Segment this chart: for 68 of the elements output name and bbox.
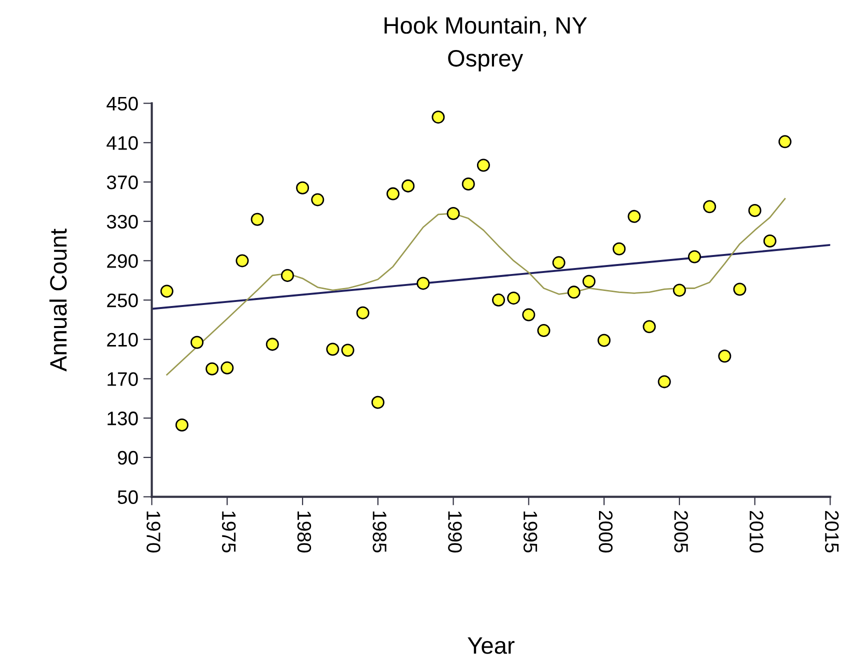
y-tick-label: 90 [118, 450, 138, 465]
point [160, 284, 174, 298]
y-tick-label: 410 [106, 136, 138, 150]
point [658, 375, 671, 388]
point [371, 396, 384, 409]
x-tick-label: 2005 [674, 510, 688, 552]
point [280, 268, 294, 282]
x-tick-label: 2000 [598, 510, 613, 552]
point [748, 204, 762, 218]
point [175, 418, 188, 432]
y-tick-label: 50 [118, 490, 138, 504]
point [628, 210, 641, 223]
point [522, 308, 536, 322]
point [266, 338, 279, 351]
point [718, 350, 732, 363]
x-tick-label: 1975 [222, 511, 236, 552]
point [206, 362, 219, 376]
x-tick-label: 2010 [750, 510, 764, 552]
point [672, 284, 686, 297]
x-tick-label: 1985 [372, 511, 386, 552]
y-tick-label: 250 [107, 294, 138, 308]
point [642, 320, 656, 334]
point [446, 206, 460, 220]
point [190, 336, 204, 349]
line-series [166, 198, 786, 376]
x-tick-label: 2015 [824, 510, 839, 552]
point [537, 324, 550, 338]
point [341, 344, 354, 357]
point [416, 276, 430, 290]
point [507, 292, 520, 305]
point [688, 250, 702, 264]
y-tick-label: 210 [107, 332, 138, 347]
y-tick-label: 130 [108, 412, 138, 426]
y-tick-label: 450 [106, 96, 138, 111]
y-tick-label: 330 [106, 214, 138, 229]
point [612, 242, 626, 256]
chart-title: Hook Mountain, NY [384, 16, 587, 37]
chart-subtitle: Osprey [448, 50, 524, 72]
point [250, 212, 264, 226]
point [402, 179, 415, 192]
point [220, 361, 234, 374]
y-tick-label: 290 [107, 254, 138, 268]
point [492, 294, 506, 307]
point [598, 334, 611, 347]
point [476, 158, 490, 172]
point [462, 177, 475, 190]
point [552, 256, 566, 270]
point [356, 306, 370, 320]
x-tick-label: 1980 [297, 511, 312, 552]
x-tick-label: 1970 [146, 511, 160, 552]
point [236, 254, 249, 268]
point [703, 200, 716, 214]
point [733, 282, 746, 296]
y-axis-title: Annual Count [49, 228, 67, 372]
x-tick-label: 1995 [523, 511, 538, 552]
point [763, 234, 776, 248]
point [296, 181, 310, 194]
y-tick-label: 170 [108, 372, 138, 386]
point [311, 193, 324, 206]
point [432, 110, 445, 124]
x-tick-label: 1990 [448, 511, 462, 552]
point [778, 135, 792, 148]
point [386, 187, 400, 200]
point [567, 286, 580, 299]
y-tick-label: 370 [106, 175, 138, 190]
x-axis-title: Year [468, 637, 514, 654]
point [326, 342, 340, 356]
point [582, 274, 596, 288]
